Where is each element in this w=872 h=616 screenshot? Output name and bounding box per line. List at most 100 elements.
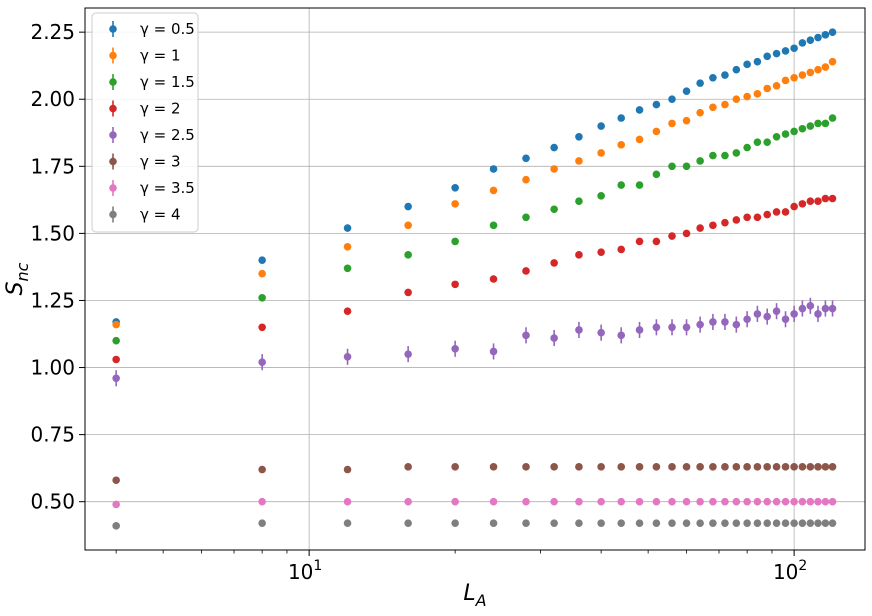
data-point xyxy=(550,519,558,527)
data-point xyxy=(772,132,781,141)
data-point xyxy=(258,323,266,332)
data-point xyxy=(522,463,530,471)
data-point xyxy=(814,310,822,318)
data-point xyxy=(763,463,772,471)
data-point xyxy=(821,304,830,313)
legend-item: γ = 2 xyxy=(109,100,181,118)
data-point xyxy=(635,326,644,334)
data-point xyxy=(652,100,661,109)
data-point xyxy=(575,157,583,165)
data-point xyxy=(798,304,807,313)
data-point xyxy=(696,497,704,506)
data-point xyxy=(112,476,120,485)
data-point xyxy=(696,519,704,527)
data-point xyxy=(522,331,530,340)
data-point xyxy=(709,103,717,112)
legend-marker-icon xyxy=(109,25,117,33)
y-axis-label: Snc xyxy=(3,262,32,295)
grid-lines xyxy=(85,8,865,550)
data-point xyxy=(781,497,790,506)
data-point xyxy=(550,165,558,173)
data-point xyxy=(732,463,741,471)
legend-label: γ = 0.5 xyxy=(140,20,195,38)
data-point xyxy=(635,519,644,527)
x-tick-label: 101 xyxy=(288,558,322,584)
data-point xyxy=(790,519,798,527)
legend-item: γ = 2.5 xyxy=(109,126,195,144)
data-point xyxy=(798,71,807,79)
y-tick-label: 1.75 xyxy=(30,154,75,178)
data-point xyxy=(821,497,830,506)
data-point xyxy=(652,463,661,471)
data-point xyxy=(112,374,120,383)
data-point xyxy=(732,216,741,224)
data-point xyxy=(753,310,762,318)
legend-label: γ = 3.5 xyxy=(140,179,195,197)
legend-item: γ = 1.5 xyxy=(109,73,195,91)
data-point xyxy=(753,519,762,527)
data-point xyxy=(635,181,644,189)
data-point xyxy=(668,95,676,104)
data-point xyxy=(753,497,762,506)
data-point xyxy=(753,57,762,66)
data-point xyxy=(343,353,352,361)
data-point xyxy=(772,497,781,506)
data-point xyxy=(617,519,626,527)
data-point xyxy=(709,497,717,506)
data-point xyxy=(489,186,498,195)
data-point xyxy=(696,79,704,87)
data-point xyxy=(597,192,605,200)
data-point xyxy=(781,130,790,138)
data-point xyxy=(682,323,691,332)
data-point xyxy=(781,463,790,471)
y-tick-label: 2.00 xyxy=(30,87,75,111)
data-point xyxy=(617,463,626,471)
data-point xyxy=(790,497,798,506)
data-point xyxy=(709,318,717,326)
data-point xyxy=(753,213,762,222)
data-point xyxy=(343,224,352,232)
data-point xyxy=(550,497,558,506)
data-point xyxy=(451,497,459,506)
data-point xyxy=(343,465,352,474)
data-point xyxy=(814,197,822,205)
y-tick-label: 2.25 xyxy=(30,20,75,44)
y-tick-label: 1.00 xyxy=(30,356,75,380)
y-tick-label: 0.75 xyxy=(30,423,75,447)
data-point xyxy=(682,497,691,506)
data-point xyxy=(451,463,459,471)
data-point xyxy=(806,122,815,130)
data-point xyxy=(489,221,498,230)
data-point xyxy=(343,519,352,527)
data-point xyxy=(753,138,762,146)
data-point xyxy=(343,264,352,273)
data-point xyxy=(806,519,815,527)
data-point xyxy=(743,213,751,222)
data-point xyxy=(709,151,717,160)
data-point xyxy=(743,315,751,324)
legend-label: γ = 2.5 xyxy=(140,126,195,144)
data-point xyxy=(814,65,822,74)
data-point xyxy=(682,519,691,527)
data-point xyxy=(721,218,729,227)
data-point xyxy=(763,138,772,146)
data-point xyxy=(828,519,837,527)
data-point xyxy=(597,328,605,337)
legend-box xyxy=(91,12,199,233)
data-point xyxy=(404,497,412,506)
data-point xyxy=(772,463,781,471)
data-point xyxy=(821,463,830,471)
data-point xyxy=(575,326,583,334)
data-point xyxy=(763,210,772,219)
legend-label: γ = 3 xyxy=(140,153,181,171)
data-point xyxy=(696,320,704,329)
data-point xyxy=(635,497,644,506)
x-minor-ticks xyxy=(115,550,773,554)
data-point xyxy=(798,497,807,506)
series-5 xyxy=(112,297,837,387)
data-point xyxy=(112,355,120,364)
data-point xyxy=(258,269,266,278)
data-point xyxy=(575,497,583,506)
data-point xyxy=(721,100,729,109)
